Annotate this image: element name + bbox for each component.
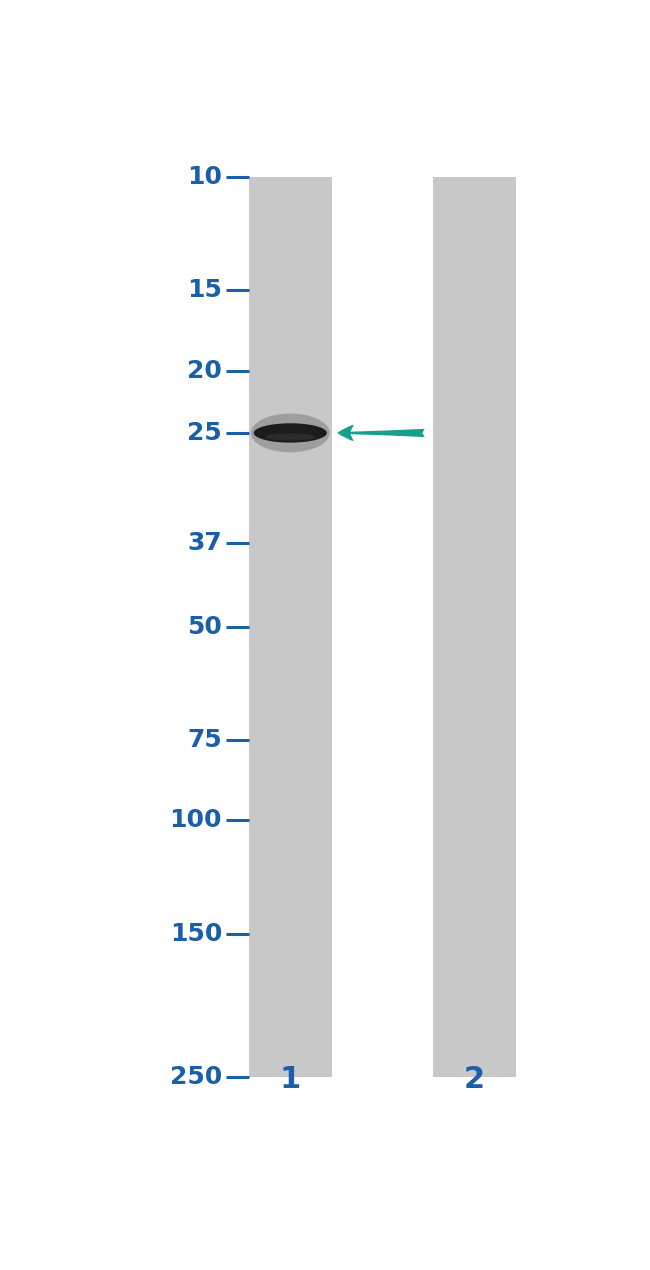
Text: 20: 20: [187, 358, 222, 382]
Bar: [433, 177, 515, 1077]
Text: 10: 10: [187, 165, 222, 189]
Text: 15: 15: [187, 278, 222, 302]
Ellipse shape: [254, 423, 327, 443]
Text: 100: 100: [170, 809, 222, 832]
Ellipse shape: [251, 414, 330, 452]
Text: 250: 250: [170, 1064, 222, 1088]
Text: 150: 150: [170, 922, 222, 946]
Text: 25: 25: [187, 420, 222, 444]
Text: 2: 2: [463, 1066, 485, 1095]
Text: 37: 37: [187, 531, 222, 555]
Text: 1: 1: [280, 1066, 301, 1095]
Text: 50: 50: [187, 615, 222, 639]
Text: 75: 75: [187, 728, 222, 752]
Bar: [249, 177, 332, 1077]
Ellipse shape: [265, 433, 315, 441]
